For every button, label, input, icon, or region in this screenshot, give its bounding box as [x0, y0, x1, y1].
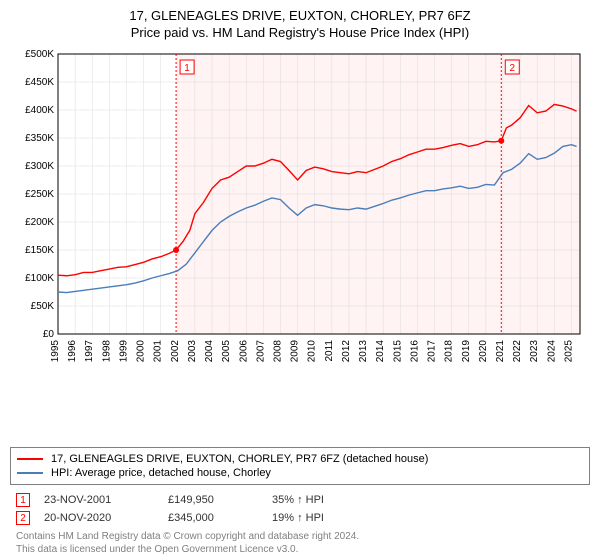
svg-text:2025: 2025 — [563, 340, 574, 363]
legend-swatch — [17, 472, 43, 474]
data-point-date: 23-NOV-2001 — [44, 494, 154, 506]
svg-text:£300K: £300K — [25, 161, 54, 172]
svg-text:£250K: £250K — [25, 189, 54, 200]
svg-text:2003: 2003 — [187, 340, 198, 363]
svg-text:2004: 2004 — [204, 340, 215, 363]
title-main: 17, GLENEAGLES DRIVE, EUXTON, CHORLEY, P… — [10, 8, 590, 23]
svg-text:2010: 2010 — [307, 340, 318, 363]
footer: Contains HM Land Registry data © Crown c… — [10, 531, 590, 556]
svg-text:2017: 2017 — [427, 340, 438, 363]
svg-text:2022: 2022 — [512, 340, 523, 363]
legend-swatch — [17, 458, 43, 460]
svg-text:£200K: £200K — [25, 217, 54, 228]
svg-text:£450K: £450K — [25, 77, 54, 88]
svg-text:2012: 2012 — [341, 340, 352, 363]
svg-text:2024: 2024 — [546, 340, 557, 363]
svg-text:£500K: £500K — [25, 49, 54, 60]
svg-text:1999: 1999 — [118, 340, 129, 363]
data-point-row: 1 23-NOV-2001 £149,950 35% ↑ HPI — [10, 491, 590, 509]
chart: £0 £50K £100K £150K £200K £250K £300K £350K £400… — [10, 48, 590, 441]
svg-text:2013: 2013 — [358, 340, 369, 363]
svg-text:2014: 2014 — [375, 340, 386, 363]
legend-item: HPI: Average price, detached house, Chor… — [17, 466, 583, 480]
svg-text:£0: £0 — [43, 329, 55, 340]
svg-text:2002: 2002 — [170, 340, 181, 363]
svg-text:£350K: £350K — [25, 133, 54, 144]
chart-titles: 17, GLENEAGLES DRIVE, EUXTON, CHORLEY, P… — [10, 8, 590, 40]
legend-item: 17, GLENEAGLES DRIVE, EUXTON, CHORLEY, P… — [17, 452, 583, 466]
data-point-price: £345,000 — [168, 512, 258, 524]
svg-text:£50K: £50K — [31, 301, 55, 312]
svg-text:2000: 2000 — [136, 340, 147, 363]
page: 17, GLENEAGLES DRIVE, EUXTON, CHORLEY, P… — [0, 0, 600, 560]
footer-line-1: Contains HM Land Registry data © Crown c… — [16, 531, 590, 544]
svg-text:2005: 2005 — [221, 340, 232, 363]
svg-text:2019: 2019 — [461, 340, 472, 363]
svg-text:1998: 1998 — [101, 340, 112, 363]
svg-text:£150K: £150K — [25, 245, 54, 256]
svg-text:1996: 1996 — [67, 340, 78, 363]
svg-text:2016: 2016 — [409, 340, 420, 363]
svg-text:2021: 2021 — [495, 340, 506, 363]
svg-text:2009: 2009 — [290, 340, 301, 363]
data-point-vs-hpi: 35% ↑ HPI — [272, 494, 324, 506]
title-sub: Price paid vs. HM Land Registry's House … — [10, 25, 590, 40]
svg-text:2011: 2011 — [324, 340, 335, 362]
legend-label: HPI: Average price, detached house, Chor… — [51, 467, 271, 479]
svg-text:2008: 2008 — [272, 340, 283, 363]
data-point-date: 20-NOV-2020 — [44, 512, 154, 524]
data-point-vs-hpi: 19% ↑ HPI — [272, 512, 324, 524]
legend-label: 17, GLENEAGLES DRIVE, EUXTON, CHORLEY, P… — [51, 453, 428, 465]
svg-text:2015: 2015 — [392, 340, 403, 363]
svg-text:2: 2 — [509, 63, 515, 74]
svg-text:2007: 2007 — [255, 340, 266, 363]
svg-text:1997: 1997 — [84, 340, 95, 363]
legend: 17, GLENEAGLES DRIVE, EUXTON, CHORLEY, P… — [10, 447, 590, 485]
svg-text:2018: 2018 — [444, 340, 455, 363]
svg-text:1995: 1995 — [50, 340, 61, 363]
svg-text:£400K: £400K — [25, 105, 54, 116]
data-point-row: 2 20-NOV-2020 £345,000 19% ↑ HPI — [10, 509, 590, 527]
svg-text:2020: 2020 — [478, 340, 489, 363]
chart-svg: £0 £50K £100K £150K £200K £250K £300K £350K £400… — [10, 48, 590, 378]
data-point-price: £149,950 — [168, 494, 258, 506]
data-point-marker: 1 — [16, 493, 30, 507]
svg-text:2001: 2001 — [153, 340, 164, 363]
svg-text:£100K: £100K — [25, 273, 54, 284]
footer-line-2: This data is licensed under the Open Gov… — [16, 544, 590, 557]
data-points-table: 1 23-NOV-2001 £149,950 35% ↑ HPI 2 20-NOV-202… — [10, 491, 590, 527]
svg-text:1: 1 — [184, 63, 190, 74]
data-point-marker: 2 — [16, 511, 30, 525]
svg-text:2023: 2023 — [529, 340, 540, 363]
svg-text:2006: 2006 — [238, 340, 249, 363]
